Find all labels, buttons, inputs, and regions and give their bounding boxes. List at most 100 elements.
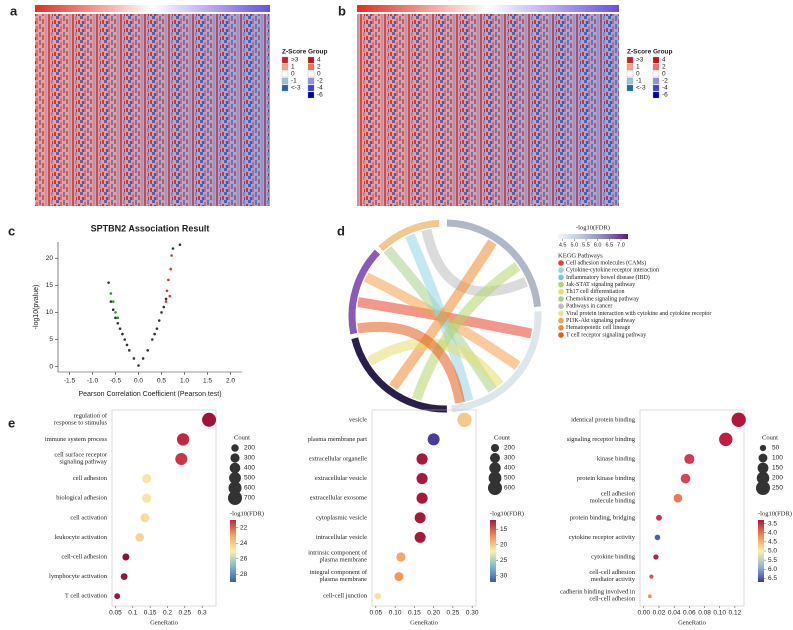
colorbar-label: 25: [500, 557, 508, 564]
scatter-point: [160, 311, 163, 314]
chord-ring: [378, 219, 440, 252]
scatter-point: [164, 297, 168, 301]
size-legend-label: 500: [504, 475, 515, 482]
category-label: cell surface receptor signaling pathway: [54, 452, 108, 466]
size-legend-dot: [756, 481, 770, 495]
dot: [719, 432, 733, 447]
legend-label: Cytokine-cytokine receptor interaction: [566, 268, 659, 274]
size-legend-title: Count: [494, 434, 510, 441]
category-label: cytoplasmic vesicle: [316, 514, 367, 521]
dot: [120, 573, 128, 580]
size-legend-label: 300: [504, 455, 515, 462]
scatter-point: [116, 321, 120, 325]
size-legend-title: Count: [762, 434, 778, 441]
legend-swatch: [626, 84, 634, 92]
scatter-point: [155, 327, 159, 330]
scatter-point: [121, 332, 124, 336]
legend-swatch: [652, 70, 660, 78]
x-tick-label: -1.0: [87, 378, 99, 385]
legend-label: -2: [317, 78, 323, 85]
dot: [142, 474, 152, 484]
scatter-point: [123, 338, 126, 341]
scatter-point: [171, 247, 175, 250]
category-label: kinase binding: [597, 455, 636, 462]
legend-label: 1: [291, 64, 295, 71]
colorbar: [490, 520, 496, 582]
legend-title: Z-Score: [282, 49, 307, 56]
category-label: extracellular vesicle: [315, 475, 367, 482]
x-tick-label: 0.25: [178, 610, 191, 617]
legend-label: 0: [291, 71, 295, 78]
category-label: cell adhesion molecule binding: [590, 491, 636, 505]
scatter-point: [141, 357, 145, 360]
scatter-point: [114, 316, 117, 320]
legend-marker: [558, 310, 564, 317]
colorbar-label: 24: [240, 540, 248, 547]
colorbar-label: 26: [240, 555, 248, 562]
chord-ribbon: [389, 239, 497, 391]
colorbar-label: 5.0: [571, 242, 579, 248]
dot: [374, 592, 382, 600]
legend-label: Jak-STAT signaling pathway: [566, 282, 635, 288]
size-legend-label: 400: [244, 465, 255, 472]
legend-swatch: [307, 63, 315, 71]
x-axis-label: Pearson Correlation Coefficient (Pearson…: [78, 391, 221, 398]
legend-swatch: [652, 56, 660, 64]
chord-ring: [351, 337, 448, 413]
dot: [654, 534, 661, 541]
size-legend-label: 100: [772, 455, 783, 462]
x-tick-label: 0.2: [163, 610, 172, 617]
x-tick-label: 0.05: [109, 610, 122, 617]
size-legend-dot: [488, 471, 502, 485]
dot: [202, 412, 217, 427]
scatter-point: [165, 289, 169, 293]
colorbar-label: 4.0: [768, 529, 777, 536]
size-legend-label: 200: [504, 445, 515, 452]
colorbar: [758, 520, 764, 582]
x-tick-label: 0.10: [713, 610, 726, 617]
chord-ribbon: [357, 321, 465, 404]
colorbar-title: -log10(FDR): [576, 224, 610, 231]
dot: [414, 531, 426, 543]
plot-frame: [639, 409, 745, 607]
x-tick-label: 0.15: [144, 610, 157, 617]
dot: [416, 473, 428, 485]
scatter-point: [170, 254, 173, 257]
legend-label: Pathways in cancer: [566, 304, 612, 310]
legend-label: >3: [636, 57, 644, 64]
x-tick-label: 0.05: [370, 610, 383, 617]
colorbar: [230, 520, 236, 582]
x-tick-label: 0.00: [637, 610, 650, 617]
category-label: cell-cell junction: [323, 593, 368, 600]
legend-label: <-3: [636, 85, 646, 92]
legend-label: Viral protein interaction with cytokine …: [566, 311, 711, 317]
size-legend-label: 500: [244, 475, 255, 482]
category-label: T cell activation: [65, 593, 108, 600]
colorbar-title: -log10(FDR): [758, 510, 792, 517]
chart-title: SPTBN2 Association Result: [91, 223, 210, 233]
x-tick-label: -1.5: [64, 378, 76, 385]
category-label: plasma membrane part: [308, 436, 367, 443]
legend-swatch: [307, 91, 315, 99]
category-label: extracellular organelle: [309, 455, 367, 462]
category-label: integral component of plasma membrane: [310, 570, 368, 584]
colorbar-label: 28: [240, 571, 248, 578]
legend-swatch: [281, 77, 289, 85]
scatter-point: [109, 300, 113, 303]
legend-swatch: [281, 63, 289, 71]
heatmap-a: [35, 5, 270, 206]
legend-marker: [558, 325, 564, 331]
y-tick-label: 5: [49, 336, 53, 343]
legend-label: -1: [291, 78, 297, 85]
category-label: cell activation: [70, 514, 107, 521]
scatter-point: [167, 278, 170, 282]
legend-label: 0: [662, 71, 666, 78]
dot: [114, 593, 121, 600]
colorbar-label: 4.5: [559, 242, 567, 248]
category-label: identical protein binding: [571, 416, 636, 423]
x-axis-label: GeneRatio: [410, 619, 438, 626]
dot: [684, 453, 695, 465]
colorbar-label: 5.5: [768, 557, 777, 564]
size-legend-dot: [230, 453, 240, 463]
dot: [176, 433, 190, 446]
